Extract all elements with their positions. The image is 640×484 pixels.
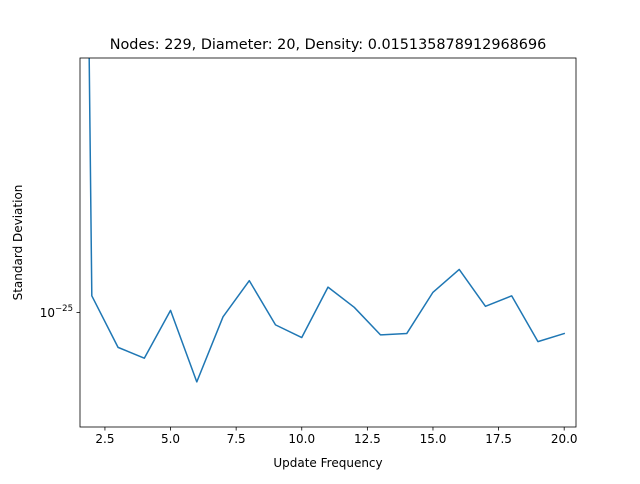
x-tick-label: 12.5	[354, 432, 381, 446]
x-tick-label: 20.0	[551, 432, 578, 446]
x-tick-label: 10.0	[288, 432, 315, 446]
x-tick-label: 2.5	[95, 432, 114, 446]
y-tick-label-base: 10	[40, 306, 55, 320]
x-axis-label: Update Frequency	[273, 456, 382, 470]
series-layer	[88, 58, 566, 383]
series-line	[88, 58, 566, 383]
y-tick-label: 10−25	[40, 304, 73, 320]
y-axis-ticks: 10−25	[40, 304, 80, 320]
x-tick-label: 17.5	[485, 432, 512, 446]
x-tick-label: 5.0	[161, 432, 180, 446]
x-tick-label: 15.0	[420, 432, 447, 446]
x-tick-label: 7.5	[227, 432, 246, 446]
x-axis-ticks: 2.5 5.0 7.5 10.0 12.5 15.0 17.5 20.0	[95, 427, 578, 446]
y-axis-label: Standard Deviation	[11, 185, 25, 301]
chart-title: Nodes: 229, Diameter: 20, Density: 0.015…	[110, 37, 547, 53]
y-tick-label-exponent: −25	[55, 304, 73, 314]
series-group	[88, 58, 566, 383]
plot-area-frame	[79, 57, 577, 428]
